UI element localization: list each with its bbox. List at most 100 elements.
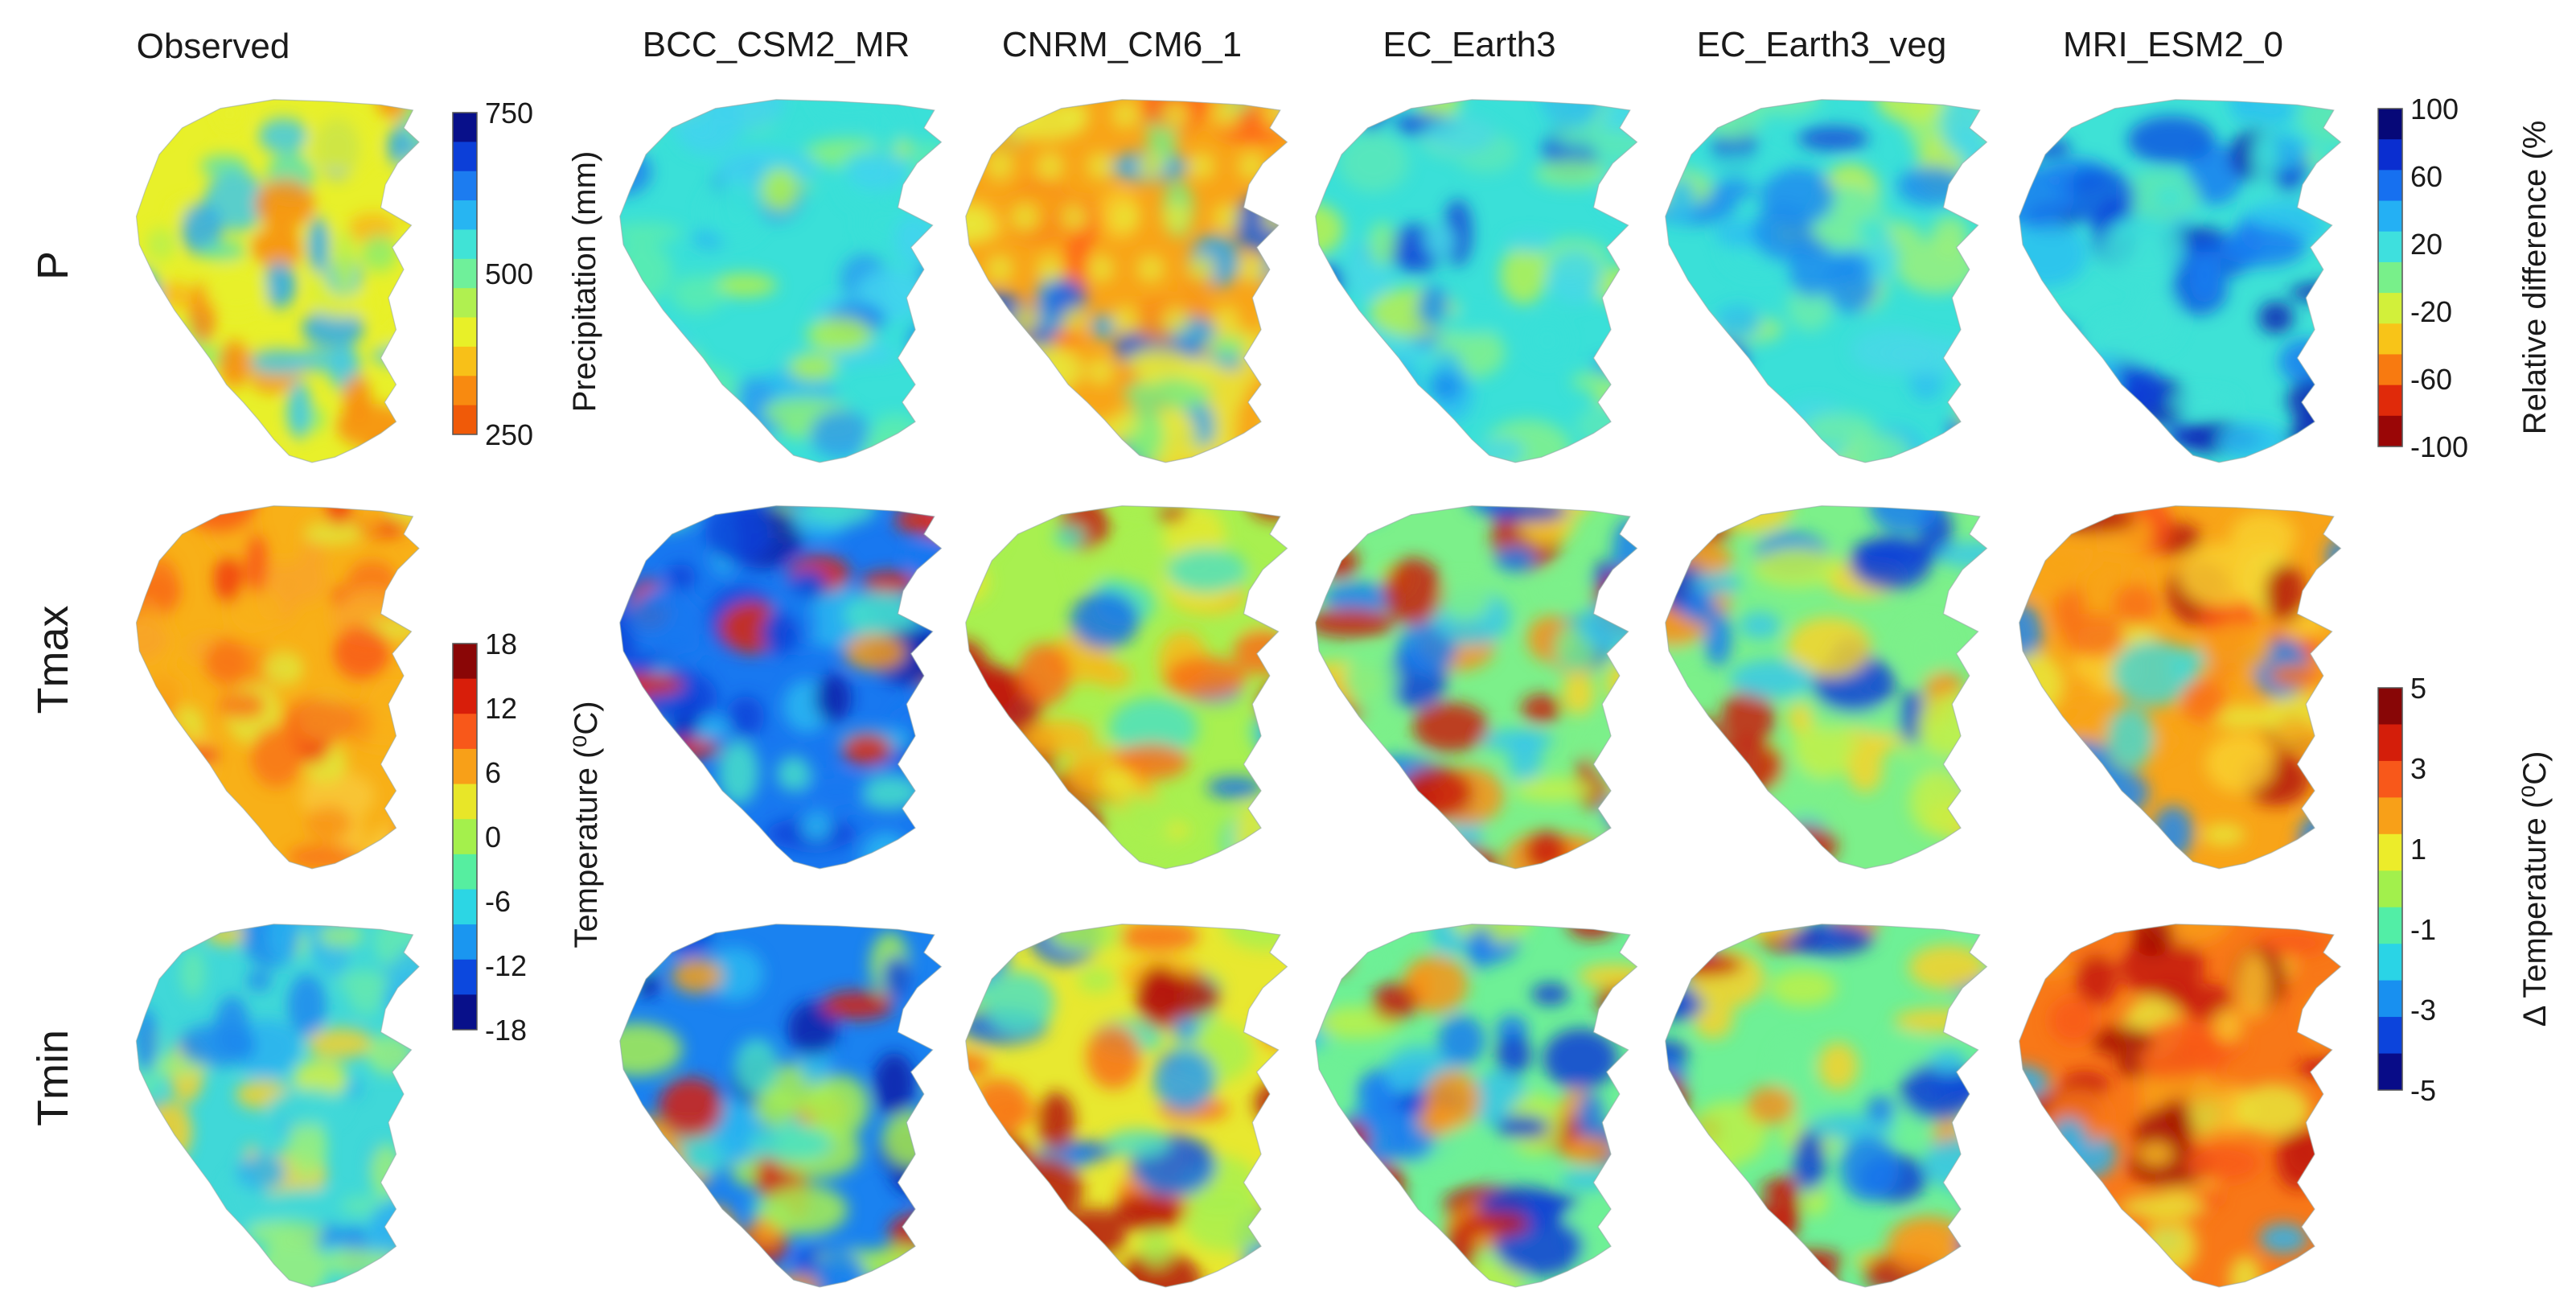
colorbar-swatch: [453, 854, 477, 890]
colorbar-swatch: [453, 142, 477, 172]
colorbar-swatch: [2378, 293, 2402, 324]
colorbar-swatch: [2378, 760, 2402, 798]
colorbar-tick-label: 0: [485, 821, 501, 854]
map-tmin-cnrm: [965, 924, 1288, 1288]
colorbar-swatch: [2378, 797, 2402, 835]
colorbar-swatch: [453, 748, 477, 785]
colorbar-tick-label: 100: [2410, 93, 2459, 125]
colorbar-tick-label: -18: [485, 1014, 527, 1047]
colorbar-label-precipitation: Precipitation (mm): [567, 151, 602, 413]
map-tmax-observed: [135, 505, 420, 870]
colorbar-tick-label: 250: [485, 418, 533, 451]
map-tmax-ec-earth3: [1315, 505, 1638, 870]
colorbar-tick-label: 6: [485, 756, 501, 789]
colorbar-tick-label: -3: [2410, 994, 2436, 1027]
map-tmax-ec-earth3-veg: [1665, 505, 1988, 870]
colorbar-precipitation: 750 500 250: [452, 97, 533, 451]
colorbar-swatch: [453, 819, 477, 855]
map-tmax-mri: [2019, 505, 2342, 870]
map-p-bcc: [619, 99, 943, 463]
colorbar-tick-label: 3: [2410, 752, 2426, 785]
map-tmin-bcc: [619, 924, 943, 1288]
colorbar-swatch: [453, 171, 477, 201]
colorbar-swatch: [2378, 385, 2402, 417]
colorbar-label-temperature: Temperature (⁰C): [569, 701, 604, 948]
colorbar-swatch: [453, 714, 477, 750]
colorbar-tick-label: -60: [2410, 363, 2452, 396]
colorbar-relative-difference: 100 60 20 -20 -60 -100: [2377, 93, 2468, 463]
colorbar-swatch: [453, 405, 477, 435]
column-title-observed: Observed: [137, 27, 290, 66]
colorbar-tick-label: 750: [485, 97, 533, 130]
row-label-tmax: Tmax: [29, 606, 77, 714]
colorbar-tick-label: 1: [2410, 833, 2426, 866]
colorbar-swatch: [453, 784, 477, 820]
map-tmax-bcc: [619, 505, 943, 870]
map-p-ec-earth3: [1315, 99, 1638, 463]
colorbar-swatch: [453, 200, 477, 230]
map-p-mri: [2019, 99, 2342, 463]
colorbar-swatch: [2378, 833, 2402, 871]
map-p-ec-earth3-veg: [1665, 99, 1988, 463]
map-grid: [135, 99, 2342, 1288]
colorbar-swatch: [2378, 944, 2402, 981]
colorbar-swatch: [453, 258, 477, 289]
colorbar-swatch: [453, 288, 477, 319]
column-title-ec-earth3: EC_Earth3: [1382, 25, 1555, 64]
colorbar-swatch: [2378, 1017, 2402, 1055]
colorbar-tick-label: 5: [2410, 672, 2426, 705]
colorbar-swatch: [453, 113, 477, 142]
colorbar-swatch: [2378, 261, 2402, 294]
colorbar-tick-label: 500: [485, 257, 533, 290]
colorbar-tick-label: 12: [485, 692, 517, 725]
column-title-mri: MRI_ESM2_0: [2063, 25, 2283, 64]
colorbar-swatch: [453, 644, 477, 680]
colorbar-swatch: [453, 959, 477, 995]
colorbar-swatch: [453, 994, 477, 1031]
colorbar-swatch: [2378, 870, 2402, 908]
colorbar-delta-temperature: 5 3 1 -1 -3 -5: [2377, 672, 2436, 1107]
colorbar-swatch: [2378, 980, 2402, 1018]
colorbar-swatch: [453, 376, 477, 406]
colorbar-tick-label: -1: [2410, 913, 2436, 946]
column-title-ec-earth3-veg: EC_Earth3_veg: [1697, 25, 1947, 64]
colorbar-swatch: [453, 229, 477, 260]
colorbar-tick-label: 20: [2410, 228, 2442, 261]
colorbar-swatch: [453, 317, 477, 348]
map-tmin-ec-earth3-veg: [1665, 924, 1988, 1288]
colorbar-swatch: [453, 346, 477, 376]
map-tmax-cnrm: [965, 505, 1288, 870]
colorbar-swatch: [2378, 354, 2402, 386]
colorbar-swatch: [2378, 200, 2402, 232]
colorbar-label-relative-difference: Relative difference (%: [2517, 121, 2553, 435]
colorbar-tick-label: -6: [485, 885, 511, 918]
colorbar-label-delta-temperature: Δ Temperature (⁰C): [2517, 751, 2553, 1027]
colorbar-swatch: [453, 889, 477, 925]
colorbar-swatch: [453, 678, 477, 714]
map-tmin-ec-earth3: [1315, 924, 1638, 1288]
colorbar-tick-label: -12: [485, 949, 527, 982]
colorbar-swatch: [2378, 139, 2402, 171]
colorbar-swatch: [2378, 170, 2402, 202]
colorbar-tick-label: -20: [2410, 295, 2452, 328]
colorbar-swatch: [2378, 231, 2402, 263]
colorbar-swatch: [2378, 1053, 2402, 1091]
colorbar-swatch: [2378, 415, 2402, 447]
colorbar-temperature: 18 12 6 0 -6 -12 -18: [452, 627, 527, 1047]
map-p-observed: [135, 99, 420, 463]
map-p-cnrm: [965, 99, 1288, 463]
colorbar-tick-label: 60: [2410, 160, 2442, 193]
map-tmin-mri: [2019, 924, 2342, 1288]
colorbar-swatch: [2378, 323, 2402, 355]
map-tmin-observed: [135, 924, 420, 1288]
colorbar-swatch: [2378, 688, 2402, 725]
colorbar-tick-label: -100: [2410, 430, 2468, 463]
column-title-bcc: BCC_CSM2_MR: [643, 25, 910, 64]
column-title-cnrm: CNRM_CM6_1: [1002, 25, 1242, 64]
colorbar-swatch: [2378, 724, 2402, 762]
colorbar-swatch: [2378, 907, 2402, 944]
colorbar-swatch: [2378, 109, 2402, 140]
colorbar-tick-label: 18: [485, 627, 517, 660]
colorbar-tick-label: -5: [2410, 1074, 2436, 1107]
